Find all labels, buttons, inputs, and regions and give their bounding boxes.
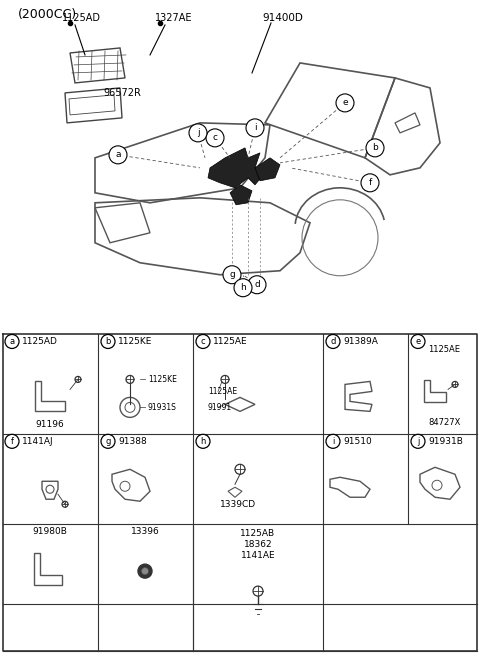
Text: 91400D: 91400D bbox=[262, 13, 303, 23]
Circle shape bbox=[411, 434, 425, 448]
Text: (2000CC): (2000CC) bbox=[18, 8, 77, 21]
Text: 1125AB: 1125AB bbox=[240, 529, 276, 538]
Text: b: b bbox=[372, 144, 378, 152]
Text: c: c bbox=[213, 133, 217, 142]
Text: 1125AD: 1125AD bbox=[62, 13, 101, 23]
Text: 91931B: 91931B bbox=[428, 437, 463, 446]
Polygon shape bbox=[230, 185, 252, 205]
Text: 1339CD: 1339CD bbox=[220, 500, 256, 509]
Text: j: j bbox=[417, 437, 419, 446]
Circle shape bbox=[361, 174, 379, 192]
Text: f: f bbox=[11, 437, 13, 446]
Polygon shape bbox=[208, 148, 265, 188]
Circle shape bbox=[248, 275, 266, 294]
Text: 84727X: 84727X bbox=[428, 418, 460, 427]
Text: 91991: 91991 bbox=[208, 403, 232, 412]
Circle shape bbox=[5, 335, 19, 349]
Circle shape bbox=[196, 335, 210, 349]
Text: i: i bbox=[254, 123, 256, 132]
Text: 1141AJ: 1141AJ bbox=[22, 437, 54, 446]
Text: 13396: 13396 bbox=[131, 527, 159, 536]
Text: g: g bbox=[105, 437, 111, 446]
Text: e: e bbox=[415, 337, 420, 346]
Text: 91931S: 91931S bbox=[148, 403, 177, 412]
Circle shape bbox=[109, 146, 127, 164]
Text: e: e bbox=[342, 98, 348, 107]
Circle shape bbox=[189, 124, 207, 142]
Text: d: d bbox=[254, 280, 260, 289]
Text: 1125KE: 1125KE bbox=[118, 337, 152, 346]
Circle shape bbox=[366, 139, 384, 157]
Circle shape bbox=[246, 119, 264, 137]
Text: 1327AE: 1327AE bbox=[155, 13, 192, 23]
Text: 1125KE: 1125KE bbox=[148, 375, 177, 384]
Text: 91196: 91196 bbox=[36, 420, 64, 429]
Text: 1125AE: 1125AE bbox=[213, 337, 248, 346]
Text: 1125AD: 1125AD bbox=[22, 337, 58, 346]
Text: 96572R: 96572R bbox=[103, 88, 141, 98]
Circle shape bbox=[101, 335, 115, 349]
Text: b: b bbox=[105, 337, 111, 346]
Circle shape bbox=[206, 129, 224, 147]
Circle shape bbox=[326, 335, 340, 349]
Text: 1141AE: 1141AE bbox=[240, 551, 276, 559]
Text: g: g bbox=[229, 270, 235, 279]
Circle shape bbox=[196, 434, 210, 448]
Text: 91510: 91510 bbox=[343, 437, 372, 446]
Text: j: j bbox=[197, 129, 199, 137]
Circle shape bbox=[138, 564, 152, 578]
Text: c: c bbox=[201, 337, 205, 346]
Text: 91388: 91388 bbox=[118, 437, 147, 446]
Text: h: h bbox=[240, 283, 246, 292]
Text: 1125AE: 1125AE bbox=[208, 387, 237, 396]
Text: 18362: 18362 bbox=[244, 540, 272, 549]
Text: 91980B: 91980B bbox=[33, 527, 67, 536]
Text: h: h bbox=[200, 437, 206, 446]
Circle shape bbox=[336, 94, 354, 112]
Text: 1125AE: 1125AE bbox=[428, 345, 460, 354]
Text: d: d bbox=[330, 337, 336, 346]
Text: a: a bbox=[10, 337, 14, 346]
Circle shape bbox=[5, 434, 19, 448]
Circle shape bbox=[223, 266, 241, 284]
Circle shape bbox=[326, 434, 340, 448]
Circle shape bbox=[234, 279, 252, 297]
Circle shape bbox=[411, 335, 425, 349]
Text: f: f bbox=[368, 179, 372, 187]
Polygon shape bbox=[255, 158, 280, 181]
Text: i: i bbox=[332, 437, 334, 446]
Circle shape bbox=[101, 434, 115, 448]
Circle shape bbox=[142, 567, 148, 575]
Text: a: a bbox=[115, 150, 121, 159]
Text: 91389A: 91389A bbox=[343, 337, 378, 346]
